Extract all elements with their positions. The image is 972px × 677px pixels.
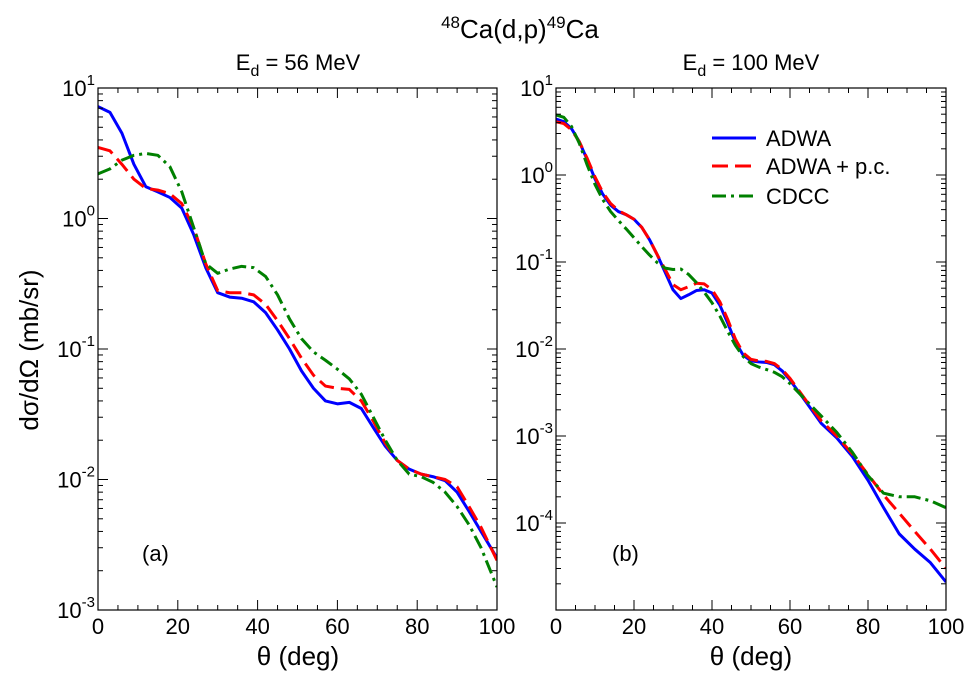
y-tick-label: 10-3 [515,420,553,449]
panel-b-subtitle: Ed = 100 MeV [683,50,820,80]
y-tick-label: 10-3 [57,594,95,623]
y-axis-title: dσ/dΩ (mb/sr) [14,269,44,430]
x-tick-label: 100 [479,614,516,639]
x-tick-label: 40 [245,614,269,639]
legend-label-0: ADWA [766,126,832,151]
x-axis-title-a: θ (deg) [257,641,339,671]
x-tick-label: 100 [928,614,965,639]
x-tick-label: 40 [700,614,724,639]
y-tick-label: 10-1 [57,333,95,362]
y-tick-label: 100 [62,203,95,232]
x-tick-label: 80 [405,614,429,639]
legend-label-1: ADWA + p.c. [766,154,891,179]
y-tick-label: 100 [520,159,553,188]
y-tick-label: 101 [62,72,95,101]
panel-b-series-adwa-line [556,117,946,583]
panel-b-series-adwa-p-c--line [556,120,946,570]
x-tick-label: 60 [325,614,349,639]
y-tick-label: 10-2 [515,333,553,362]
panel-a-series-cdcc-line [98,151,497,588]
legend: ADWA ADWA + p.c. CDCC [712,126,891,209]
main-title: 48Ca(d,p)49Ca [441,13,599,44]
panel-b-series-cdcc-line [556,113,946,510]
x-tick-label: 60 [778,614,802,639]
title-part-2: 49 [547,13,566,32]
x-tick-label: 20 [166,614,190,639]
panel-b: Ed = 100 MeV 0 20 40 60 80 100 10-4 10-3 10-2 10-1… [515,50,964,639]
y-tick-label: 101 [520,72,553,101]
panel-a-series-adwa-p-c--line [98,146,497,562]
panel-a-label: (a) [142,541,169,566]
title-part-0: 48 [441,13,460,32]
x-axis-title-b: θ (deg) [710,641,792,671]
panel-b-label: (b) [612,541,639,566]
x-tick-label: 80 [856,614,880,639]
x-tick-label: 0 [550,614,562,639]
legend-label-2: CDCC [766,184,830,209]
panel-a: Ed = 56 MeV 0 20 40 60 80 100 10-3 10-2 10-1 100 10… [57,50,515,639]
y-tick-label: 10-4 [515,507,553,536]
title-part-1: Ca(d,p) [460,14,547,44]
y-tick-label: 10-2 [57,464,95,493]
title-part-3: Ca [566,14,600,44]
panel-a-subtitle: Ed = 56 MeV [236,50,361,80]
y-tick-label: 10-1 [515,246,553,275]
x-tick-label: 20 [622,614,646,639]
x-tick-label: 0 [92,614,104,639]
